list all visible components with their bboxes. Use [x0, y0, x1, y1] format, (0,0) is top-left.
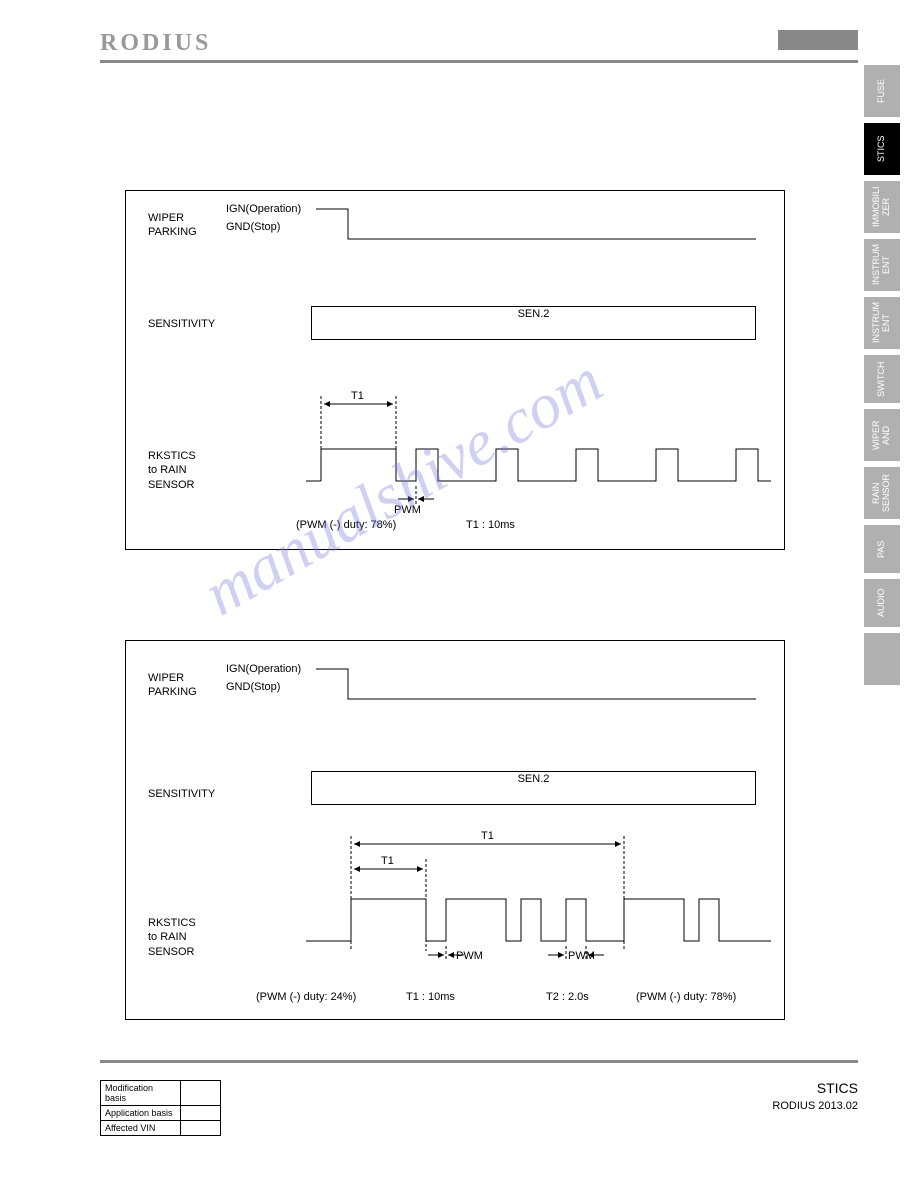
tab-instrument1[interactable]: INSTRUMENT [864, 239, 900, 291]
ft-row-2: Affected VIN [101, 1121, 181, 1136]
tab-spacer [864, 633, 900, 685]
pwm-label-1: PWM [394, 504, 421, 516]
tab-fuse[interactable]: FUSE [864, 65, 900, 117]
footer-right: STICS RODIUS 2013.02 [772, 1080, 858, 1112]
footer-sub: RODIUS 2013.02 [772, 1100, 858, 1112]
tab-pas[interactable]: PAS [864, 525, 900, 573]
svg-text:PWM: PWM [568, 950, 595, 962]
duty2-2: (PWM (-) duty: 78%) [636, 991, 736, 1003]
tab-audio[interactable]: AUDIO [864, 579, 900, 627]
svg-text:PWM: PWM [456, 950, 483, 962]
duty-1: (PWM (-) duty: 78%) [296, 519, 396, 531]
logo: RODIUS [100, 30, 858, 57]
ft-row-1: Application basis [101, 1106, 181, 1121]
tab-immobilizer[interactable]: IMMOBILIZER [864, 181, 900, 233]
diagram-box-2: WIPERPARKING IGN(Operation) GND(Stop) SE… [125, 640, 785, 1020]
header-badge [778, 30, 858, 50]
pwm-wave-2: T1 T1 PWM PWM [126, 641, 786, 1021]
duty2-1: (PWM (-) duty: 24%) [256, 991, 356, 1003]
tab-rain[interactable]: RAINSENSOR [864, 467, 900, 519]
footer-title: STICS [772, 1080, 858, 1096]
ft-row-0: Modification basis [101, 1081, 181, 1106]
tab-instrument2[interactable]: INSTRUMENT [864, 297, 900, 349]
side-tabs: FUSE STICS IMMOBILIZER INSTRUMENT INSTRU… [864, 65, 900, 691]
footer-table: Modification basis Application basis Aff… [100, 1080, 221, 1136]
pwm-wave-1: T1 PWM [126, 191, 786, 551]
t1val-1: T1 : 10ms [466, 519, 515, 531]
tab-switch[interactable]: SWITCH [864, 355, 900, 403]
tab-wiper[interactable]: WIPERAND [864, 409, 900, 461]
t2val-2: T2 : 2.0s [546, 991, 589, 1003]
t1-outer-2: T1 [481, 830, 494, 842]
footer-rule [100, 1060, 858, 1063]
t1-inner-2: T1 [381, 855, 394, 867]
diagram-box-1: WIPERPARKING IGN(Operation) GND(Stop) SE… [125, 190, 785, 550]
t1val-2: T1 : 10ms [406, 991, 455, 1003]
header-rule [100, 60, 858, 63]
t1-label-1: T1 [351, 390, 364, 402]
tab-stics[interactable]: STICS [864, 123, 900, 175]
